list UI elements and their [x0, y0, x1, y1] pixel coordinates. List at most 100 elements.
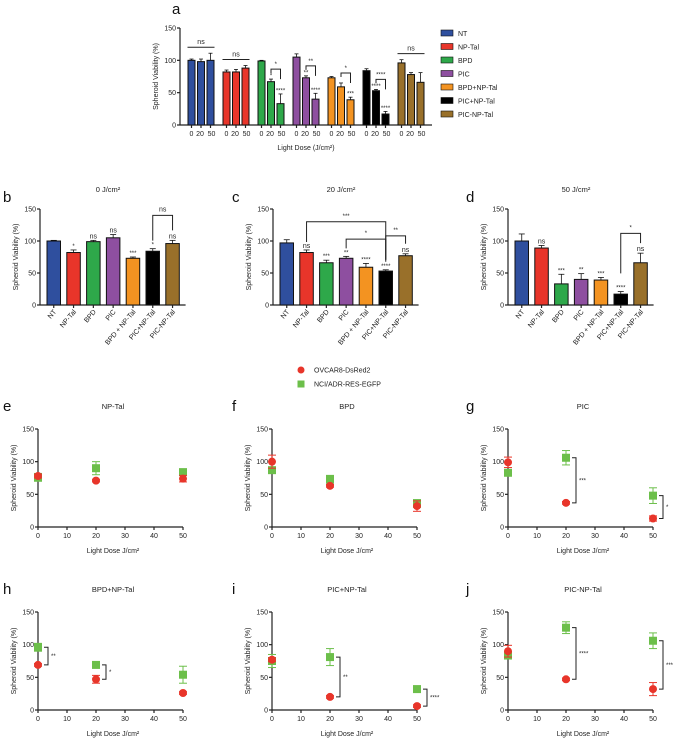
legend-swatch-PIC [440, 70, 454, 77]
bracket-label: * [666, 505, 669, 511]
legend-swatch-PIC+NP-Tal [440, 97, 454, 104]
bar-BPD+NP-Tal-0 [327, 77, 336, 126]
bar-PIC-NP-Tal [165, 243, 180, 306]
significance-bracket [423, 688, 428, 707]
panel-b-y-tick-label: 50 [28, 271, 36, 278]
significance-label: * [72, 244, 75, 250]
panel-b: b 0 J/cm² 0 50 100 150 Spheroid Viability (%) N… [3, 185, 186, 347]
bracket-label: ** [308, 59, 313, 65]
bar-BPD+NP-Tal [358, 266, 374, 306]
point-OVCAR8-DsRed2 [562, 675, 570, 684]
significance-bracket [340, 72, 351, 83]
panel-f-y-tick-label: 50 [260, 492, 268, 499]
panel-h-y-tick-label: 100 [22, 642, 34, 649]
panel-e-y-tick-label: 150 [22, 427, 34, 434]
panel-a-dose-tick-label: 20 [371, 131, 379, 138]
x-tick-label: NP-Tal [527, 308, 546, 329]
panel-letter-e: e [3, 398, 11, 415]
bracket-label: ** [343, 675, 348, 681]
panel-a-dose-tick-label: 50 [383, 131, 391, 138]
x-tick-label: 10 [297, 716, 305, 723]
bracket-label: ns [159, 206, 167, 213]
panel-c-y-tick-label: 150 [257, 207, 269, 214]
x-tick-label: PIC [105, 309, 118, 322]
panel-g-y-tick-label: 0 [500, 525, 504, 532]
x-tick-label: PIC [338, 309, 351, 322]
x-tick-label: 40 [150, 533, 158, 540]
bracket-label: ** [393, 228, 398, 234]
bar-BPD+NP-Tal-20 [337, 86, 345, 126]
significance-bracket [659, 495, 664, 520]
panel-j-y-tick-label: 0 [500, 708, 504, 715]
panel-j-x-axis-label: Light Dose J/cm² [557, 731, 610, 738]
bar-BPD [554, 283, 569, 306]
group-annotation-label: ns [232, 52, 240, 59]
bracket-label: **** [579, 651, 589, 657]
bar-PIC-NP-Tal-20 [407, 74, 415, 126]
panel-h-x-axis-label: Light Dose J/cm² [87, 731, 140, 738]
x-tick-label: BPD [551, 309, 566, 325]
panel-e: e NP-Tal 0 50 100 150 Spheroid Viability (%) 0 1… [3, 398, 187, 555]
legend-swatch-NP-Tal [440, 43, 454, 50]
bar-NP-Tal [299, 252, 314, 306]
x-tick-label: NT [47, 308, 59, 320]
panel-b-y-axis-label: Spheroid Viability (%) [13, 224, 20, 291]
comparison-bracket [620, 232, 642, 274]
panel-c-title: 20 J/cm² [327, 185, 356, 194]
panel-b-title: 0 J/cm² [96, 185, 121, 194]
panel-f-x-axis-label: Light Dose J/cm² [321, 548, 374, 555]
x-tick-label: 30 [121, 716, 129, 723]
panel-a-dose-tick-label: 50 [348, 131, 356, 138]
panel-a-dose-tick-label: 0 [330, 131, 334, 138]
point-NCI/ADR-RES-EGFP [649, 491, 657, 500]
bar-PIC-NP-Tal [398, 255, 413, 306]
panel-a-dose-tick-label: 50 [208, 131, 216, 138]
legend-label-PIC: PIC [458, 72, 470, 79]
bar-BPD+NP-Tal-50 [346, 99, 355, 126]
x-tick-label: 40 [384, 533, 392, 540]
point-NCI/ADR-RES-EGFP [34, 643, 42, 652]
point-OVCAR8-DsRed2 [34, 472, 42, 481]
panel-a-dose-tick-label: 20 [231, 131, 239, 138]
panel-a-y-tick-label: 0 [172, 123, 176, 130]
significance-label: ** [344, 250, 349, 256]
x-tick-label: 20 [562, 716, 570, 723]
bar-NT-50 [206, 59, 215, 126]
significance-label: **** [371, 84, 381, 90]
significance-label: **** [311, 88, 321, 94]
bar-PIC+NP-Tal-50 [381, 113, 390, 126]
legend-swatch-PIC-NP-Tal [440, 110, 454, 118]
x-tick-label: 40 [620, 716, 628, 723]
bar-NP-Tal-50 [241, 67, 250, 126]
x-tick-label: 30 [121, 533, 129, 540]
panel-g-x-axis-label: Light Dose J/cm² [557, 548, 610, 555]
bar-NT [514, 240, 529, 306]
x-tick-label: 50 [179, 716, 187, 723]
point-NCI/ADR-RES-EGFP [562, 453, 570, 462]
significance-bracket [102, 664, 107, 680]
panel-letter-a: a [172, 1, 181, 18]
bracket-label: * [365, 231, 368, 237]
panel-a-y-tick-label: 150 [164, 26, 176, 33]
bar-BPD+NP-Tal [593, 279, 609, 306]
bar-PIC-NP-Tal-50 [416, 81, 425, 126]
bar-PIC-0 [292, 56, 301, 126]
point-NCI/ADR-RES-EGFP [92, 464, 100, 473]
significance-label: * [152, 243, 155, 249]
legend-label-PIC-NP-Tal: PIC-NP-Tal [458, 112, 493, 119]
x-tick-label: 10 [297, 533, 305, 540]
significance-label: * [270, 74, 273, 80]
point-OVCAR8-DsRed2 [179, 689, 187, 698]
bracket-label: * [109, 670, 112, 676]
panel-f-title: BPD [339, 402, 355, 411]
panel-d-title: 50 J/cm² [562, 185, 591, 194]
panel-j-title: PIC-NP-Tal [564, 585, 602, 594]
bar-PIC+NP-Tal [145, 250, 160, 306]
panel-b-y-tick-label: 0 [32, 303, 36, 310]
panel-g-y-tick-label: 150 [492, 427, 504, 434]
point-NCI/ADR-RES-EGFP [562, 623, 570, 632]
panel-g: g PIC 0 50 100 150 Spheroid Viability (%) 0 10 20… [466, 398, 669, 555]
point-OVCAR8-DsRed2 [268, 457, 276, 466]
significance-label: ** [579, 268, 584, 274]
